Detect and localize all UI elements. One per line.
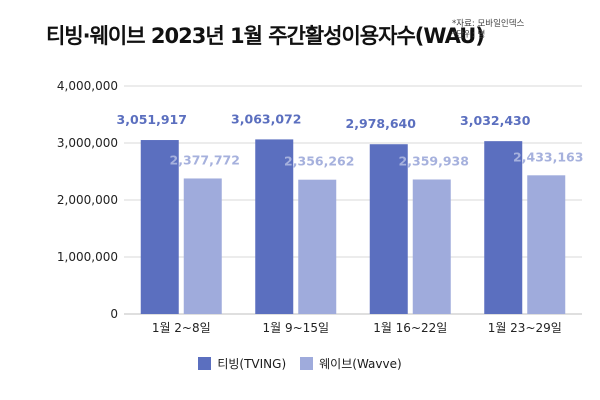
y-tick-label: 0 [110, 307, 118, 321]
unit-note: *단위: 명 [452, 30, 486, 40]
bar-wavve [412, 179, 451, 314]
y-tick-label: 4,000,000 [57, 79, 118, 93]
legend-label-wavve: 웨이브(Wavve) [319, 357, 402, 371]
bar-tving [369, 144, 408, 314]
x-tick-label: 1월 2~8일 [152, 321, 211, 335]
y-tick-label: 1,000,000 [57, 250, 118, 264]
data-label-tving: 3,051,917 [117, 112, 187, 127]
y-tick-label: 3,000,000 [57, 136, 118, 150]
y-tick-label: 2,000,000 [57, 193, 118, 207]
bar-tving [255, 139, 294, 314]
bar-wavve [527, 175, 566, 314]
legend: 티빙(TVING) 웨이브(Wavve) [0, 355, 600, 372]
bar-tving [484, 141, 523, 314]
legend-swatch-wavve [300, 357, 314, 370]
data-label-tving: 2,978,640 [346, 116, 417, 131]
legend-item-wavve: 웨이브(Wavve) [300, 355, 402, 372]
bar-wavve [183, 178, 222, 314]
x-tick-label: 1월 16~22일 [373, 321, 447, 335]
x-tick-label: 1월 9~15일 [263, 321, 330, 335]
bar-tving [140, 140, 179, 314]
x-tick-label: 1월 23~29일 [488, 321, 562, 335]
chart-notes: *자료: 모바일인덱스 *단위: 명 [452, 19, 524, 41]
data-label-wavve: 2,356,262 [284, 154, 354, 169]
data-label-wavve: 2,359,938 [399, 153, 469, 168]
data-label-tving: 3,063,072 [231, 111, 301, 126]
legend-label-tving: 티빙(TVING) [217, 357, 287, 371]
source-note: *자료: 모바일인덱스 [452, 19, 525, 29]
legend-item-tving: 티빙(TVING) [198, 355, 286, 372]
bar-wavve [298, 179, 337, 314]
legend-swatch-tving [198, 357, 212, 370]
chart-title: 티빙·웨이브 2023년 1월 주간활성이용자수(WAU) [46, 24, 485, 48]
data-label-wavve: 2,433,163 [513, 149, 583, 164]
data-label-wavve: 2,377,772 [170, 152, 240, 167]
data-label-tving: 3,032,430 [460, 113, 531, 128]
